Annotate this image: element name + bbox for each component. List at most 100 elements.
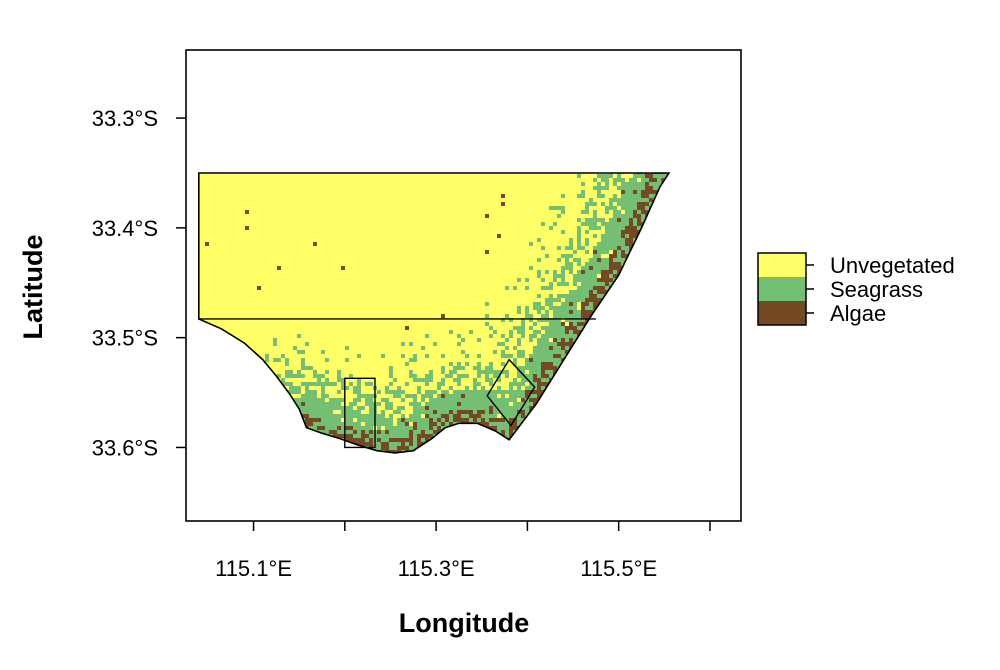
- habitat-cell: [641, 286, 645, 290]
- habitat-cell: [601, 258, 605, 262]
- habitat-cell: [557, 314, 561, 318]
- habitat-cell: [409, 394, 413, 398]
- habitat-cell: [601, 334, 605, 338]
- habitat-cell: [633, 322, 637, 326]
- habitat-cell: [453, 458, 457, 462]
- habitat-cell: [597, 262, 601, 266]
- habitat-cell: [637, 246, 641, 250]
- habitat-cell: [557, 414, 561, 418]
- habitat-cell: [669, 262, 673, 266]
- habitat-cell: [593, 430, 597, 434]
- habitat-cell: [517, 306, 521, 310]
- habitat-cell: [629, 322, 633, 326]
- habitat-cell: [445, 450, 449, 453]
- habitat-cell: [621, 338, 625, 342]
- habitat-cell: [289, 418, 293, 422]
- habitat-cell: [613, 194, 617, 198]
- habitat-cell: [609, 174, 613, 178]
- habitat-cell: [489, 422, 493, 426]
- habitat-cell: [629, 342, 633, 346]
- habitat-cell: [561, 402, 565, 406]
- habitat-cell: [305, 418, 309, 422]
- habitat-cell: [577, 314, 581, 318]
- habitat-cell: [401, 434, 405, 438]
- habitat-cell: [573, 318, 577, 322]
- habitat-cell: [589, 378, 593, 382]
- habitat-cell: [609, 266, 613, 270]
- habitat-cell: [589, 350, 593, 354]
- habitat-cell: [633, 254, 637, 258]
- x-axis-title: Longitude: [399, 608, 529, 638]
- habitat-cell: [593, 358, 597, 362]
- habitat-cell: [209, 426, 213, 430]
- habitat-cell: [549, 458, 553, 462]
- habitat-cell: [341, 382, 345, 386]
- habitat-cell: [609, 318, 613, 322]
- habitat-cell: [397, 418, 401, 422]
- habitat-cell: [529, 338, 533, 342]
- habitat-cell: [389, 406, 393, 410]
- habitat-cell: [621, 202, 625, 206]
- habitat-cell: [577, 238, 581, 242]
- habitat-cell: [381, 422, 385, 426]
- habitat-cell: [625, 318, 629, 322]
- habitat-cell: [545, 378, 549, 382]
- habitat-cell: [629, 266, 633, 270]
- habitat-cell: [653, 322, 657, 326]
- habitat-cell: [513, 394, 517, 398]
- habitat-cell: [565, 382, 569, 386]
- habitat-cell: [457, 334, 461, 338]
- habitat-cell: [657, 222, 661, 226]
- habitat-cell: [305, 382, 309, 386]
- habitat-cell: [613, 274, 617, 278]
- habitat-cell: [669, 234, 673, 238]
- habitat-cell: [441, 458, 445, 462]
- habitat-cell: [337, 434, 341, 438]
- habitat-cell: [293, 450, 297, 453]
- habitat-cell: [669, 226, 673, 230]
- habitat-cell: [537, 302, 541, 306]
- habitat-cell: [497, 418, 501, 422]
- habitat-cell: [613, 366, 617, 370]
- habitat-cell: [581, 390, 585, 394]
- habitat-cell: [429, 394, 433, 398]
- habitat-cell: [333, 402, 337, 406]
- habitat-cell: [629, 346, 633, 350]
- habitat-cell: [617, 318, 621, 322]
- habitat-cell: [581, 182, 585, 186]
- habitat-cell: [313, 374, 317, 378]
- habitat-cell: [565, 334, 569, 338]
- habitat-cell: [289, 454, 293, 458]
- habitat-cell: [361, 426, 365, 430]
- habitat-cell: [481, 390, 485, 394]
- habitat-cell: [457, 454, 461, 458]
- habitat-cell: [565, 446, 569, 450]
- habitat-cell: [601, 326, 605, 330]
- habitat-cell: [505, 338, 509, 342]
- habitat-cell: [381, 458, 385, 462]
- habitat-cell: [513, 326, 517, 330]
- habitat-cell: [441, 378, 445, 382]
- habitat-cell: [605, 302, 609, 306]
- habitat-cell: [541, 438, 545, 442]
- habitat-cell: [501, 418, 505, 422]
- habitat-cell: [377, 446, 381, 450]
- habitat-cell: [509, 442, 513, 446]
- habitat-cell: [533, 386, 537, 390]
- habitat-cell: [509, 422, 513, 426]
- habitat-cell: [317, 382, 321, 386]
- habitat-cell: [581, 354, 585, 358]
- habitat-cell: [533, 330, 537, 334]
- habitat-cell: [589, 218, 593, 222]
- habitat-cell: [325, 394, 329, 398]
- habitat-cell: [429, 442, 433, 446]
- habitat-cell: [533, 378, 537, 382]
- habitat-cell: [665, 202, 669, 206]
- habitat-cell: [445, 390, 449, 394]
- habitat-cell: [517, 326, 521, 330]
- habitat-cell: [569, 270, 573, 274]
- habitat-cell: [665, 310, 669, 314]
- habitat-cell: [629, 354, 633, 358]
- habitat-cell: [437, 402, 441, 406]
- habitat-cell: [557, 346, 561, 350]
